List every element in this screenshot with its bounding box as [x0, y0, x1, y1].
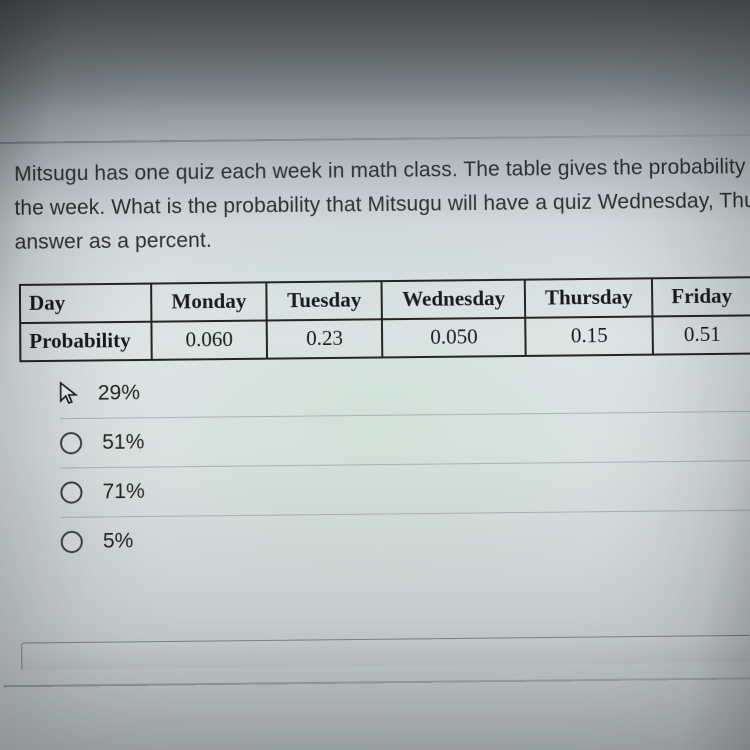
top-divider: [0, 134, 750, 144]
option-5[interactable]: 5%: [61, 510, 750, 567]
option-label: 29%: [98, 381, 140, 406]
question-line-3: answer as a percent.: [15, 229, 212, 254]
table-row: Probability 0.060 0.23 0.050 0.15 0.51: [20, 315, 750, 361]
table-cell: 0.050: [382, 318, 526, 358]
option-29[interactable]: 29%: [60, 363, 750, 419]
col-header: Wednesday: [382, 280, 526, 320]
answer-box-outline: [21, 635, 750, 670]
bottom-divider: [3, 677, 750, 687]
row-header-probability: Probability: [20, 322, 151, 362]
col-header: Tuesday: [266, 281, 382, 320]
option-label: 5%: [103, 529, 134, 554]
col-header: Thursday: [525, 278, 652, 317]
table-cell: 0.060: [151, 320, 267, 359]
radio-icon: [60, 481, 82, 503]
radio-icon: [60, 432, 82, 454]
question-text: Mitsugu has one quiz each week in math c…: [14, 150, 750, 260]
screenshot-photo: Mitsugu has one quiz each week in math c…: [0, 0, 750, 750]
option-label: 71%: [102, 480, 144, 505]
table-cell: 0.51: [652, 315, 750, 354]
table-cell: 0.15: [526, 316, 653, 355]
option-51[interactable]: 51%: [60, 411, 750, 468]
cursor-icon: [60, 383, 80, 405]
col-header: Monday: [151, 282, 267, 321]
worksheet-region: Mitsugu has one quiz each week in math c…: [0, 134, 750, 750]
option-71[interactable]: 71%: [60, 460, 750, 517]
question-line-2: the week. What is the probability that M…: [14, 188, 750, 219]
col-header: Friday: [652, 277, 750, 316]
probability-table: Day Monday Tuesday Wednesday Thursday Fr…: [19, 276, 750, 362]
option-label: 51%: [102, 430, 144, 455]
table-cell: 0.23: [267, 319, 383, 358]
row-header-day: Day: [20, 284, 151, 324]
radio-icon: [61, 531, 83, 553]
answer-options: 29% 51% 71% 5%: [60, 363, 750, 567]
question-line-1: Mitsugu has one quiz each week in math c…: [14, 155, 750, 186]
